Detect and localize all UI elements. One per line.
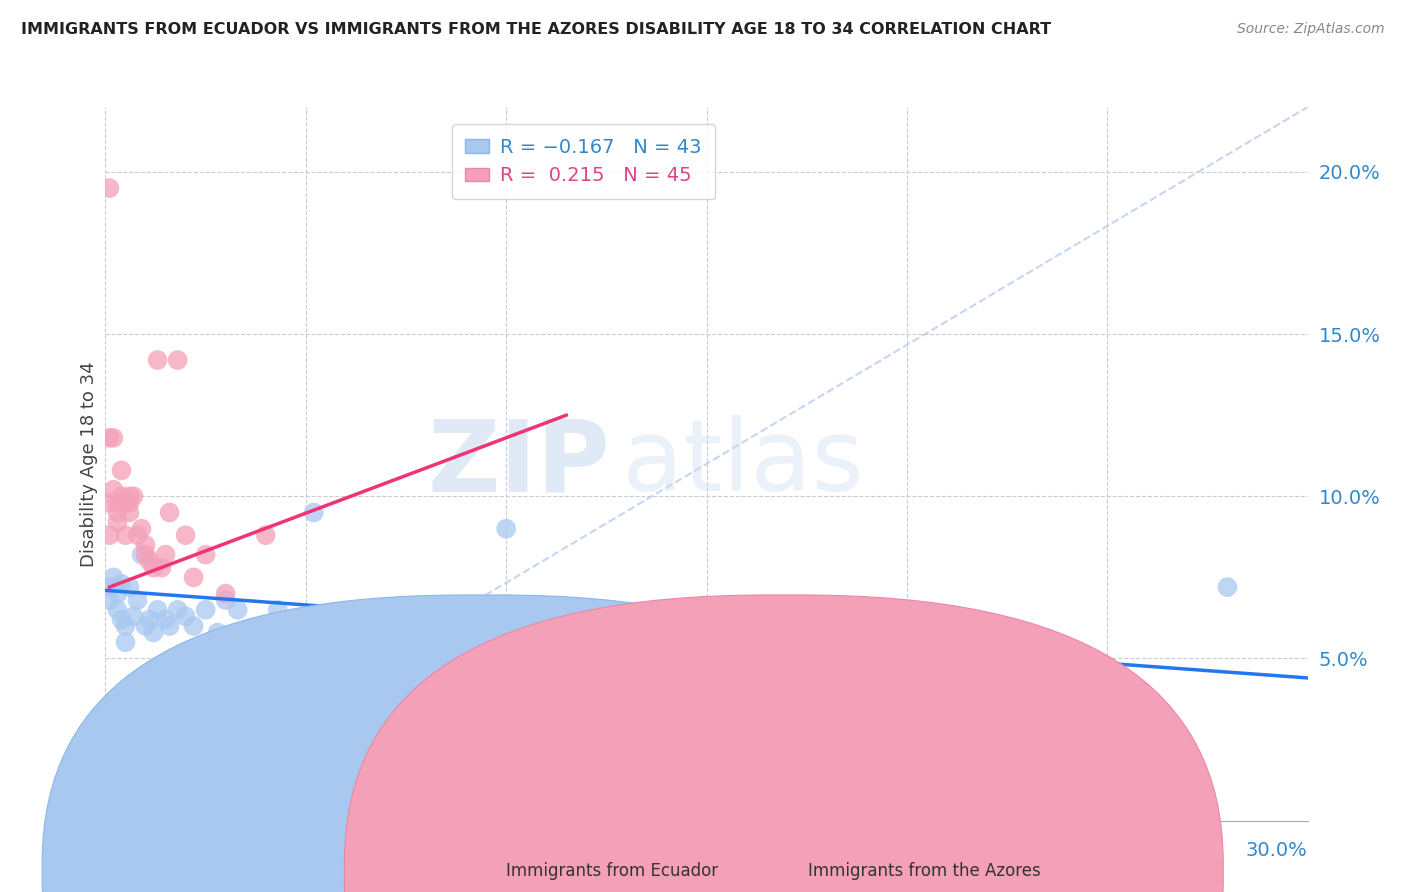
Point xyxy=(138,613,160,627)
Point xyxy=(454,684,477,698)
Point xyxy=(110,489,132,503)
Point xyxy=(107,603,129,617)
Point xyxy=(174,528,197,542)
Point xyxy=(343,677,366,691)
Point xyxy=(174,609,197,624)
Point xyxy=(150,560,173,574)
Point xyxy=(302,506,325,520)
Point xyxy=(354,651,377,665)
Point xyxy=(146,603,169,617)
Point xyxy=(155,613,177,627)
Point xyxy=(1216,580,1239,594)
Point xyxy=(616,657,638,672)
Point xyxy=(118,506,141,520)
Point xyxy=(166,603,188,617)
Point xyxy=(235,625,257,640)
Point xyxy=(98,528,121,542)
Point xyxy=(110,463,132,477)
Point xyxy=(131,522,153,536)
Point xyxy=(295,690,318,705)
Point xyxy=(214,586,236,600)
Point xyxy=(495,677,517,691)
Point xyxy=(254,528,277,542)
Point xyxy=(135,619,157,633)
Text: Source: ZipAtlas.com: Source: ZipAtlas.com xyxy=(1237,22,1385,37)
Point xyxy=(335,613,357,627)
Point xyxy=(415,625,437,640)
Point xyxy=(138,554,160,568)
Point xyxy=(142,560,165,574)
Point xyxy=(495,522,517,536)
Y-axis label: Disability Age 18 to 34: Disability Age 18 to 34 xyxy=(80,361,98,566)
Point xyxy=(118,580,141,594)
Point xyxy=(287,677,309,691)
Point xyxy=(122,489,145,503)
Point xyxy=(207,651,229,665)
Point xyxy=(114,496,136,510)
Point xyxy=(107,586,129,600)
Point xyxy=(142,625,165,640)
Point xyxy=(194,548,217,562)
Point xyxy=(98,496,121,510)
Point xyxy=(146,353,169,368)
Point xyxy=(166,353,188,368)
Point xyxy=(114,528,136,542)
Point xyxy=(183,619,205,633)
Point xyxy=(159,619,181,633)
Text: atlas: atlas xyxy=(623,416,865,512)
Point xyxy=(155,548,177,562)
Point xyxy=(103,570,125,584)
Text: 0.0%: 0.0% xyxy=(105,840,155,860)
Point xyxy=(98,580,121,594)
Point xyxy=(110,577,132,591)
Point xyxy=(135,538,157,552)
Text: Immigrants from Ecuador: Immigrants from Ecuador xyxy=(506,863,718,880)
Point xyxy=(118,496,141,510)
Point xyxy=(226,651,249,665)
Legend: R = −0.167   N = 43, R =  0.215   N = 45: R = −0.167 N = 43, R = 0.215 N = 45 xyxy=(451,124,716,199)
Point xyxy=(107,506,129,520)
Text: 30.0%: 30.0% xyxy=(1246,840,1308,860)
Point xyxy=(454,667,477,681)
Point xyxy=(110,613,132,627)
Point xyxy=(135,548,157,562)
Point xyxy=(239,667,262,681)
Text: Immigrants from the Azores: Immigrants from the Azores xyxy=(808,863,1042,880)
Point xyxy=(214,593,236,607)
Point xyxy=(287,619,309,633)
Point xyxy=(103,431,125,445)
Point xyxy=(194,603,217,617)
Point xyxy=(107,496,129,510)
Point xyxy=(226,603,249,617)
Point xyxy=(382,690,405,705)
Point xyxy=(107,515,129,529)
Point xyxy=(127,528,149,542)
Point xyxy=(207,625,229,640)
Point xyxy=(267,603,290,617)
Point xyxy=(114,635,136,649)
Point xyxy=(534,657,557,672)
Point xyxy=(114,619,136,633)
Point xyxy=(246,629,269,643)
Point xyxy=(159,506,181,520)
Point xyxy=(374,603,398,617)
Point xyxy=(98,431,121,445)
Point xyxy=(118,489,141,503)
Point xyxy=(254,619,277,633)
Point xyxy=(127,593,149,607)
Point xyxy=(98,593,121,607)
Point xyxy=(534,677,557,691)
Text: ZIP: ZIP xyxy=(427,416,610,512)
Point xyxy=(103,483,125,497)
Point xyxy=(131,548,153,562)
Point xyxy=(415,603,437,617)
Point xyxy=(735,657,758,672)
Point xyxy=(183,570,205,584)
Point xyxy=(267,667,290,681)
Point xyxy=(122,609,145,624)
Point xyxy=(98,181,121,195)
Text: IMMIGRANTS FROM ECUADOR VS IMMIGRANTS FROM THE AZORES DISABILITY AGE 18 TO 34 CO: IMMIGRANTS FROM ECUADOR VS IMMIGRANTS FR… xyxy=(21,22,1052,37)
